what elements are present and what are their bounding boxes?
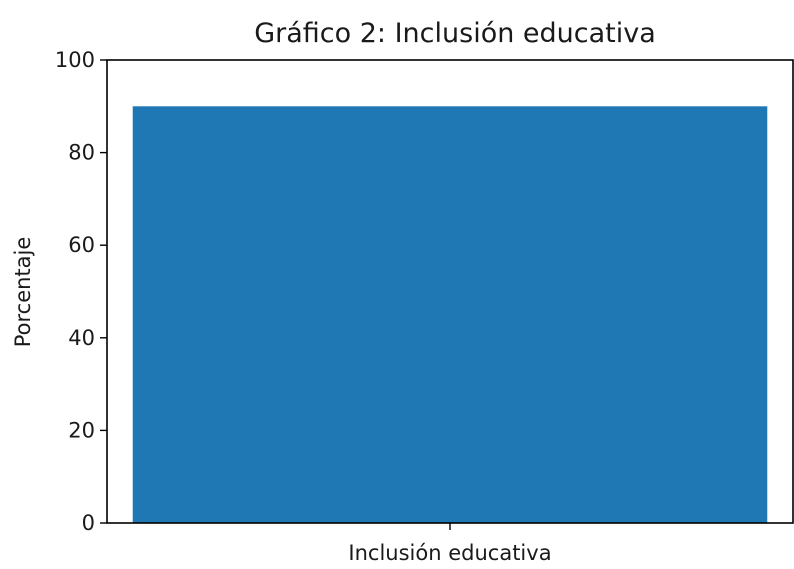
- y-tick-label: 60: [68, 233, 95, 257]
- chart-title: Gráfico 2: Inclusión educativa: [254, 18, 656, 49]
- y-tick-label: 80: [68, 141, 95, 165]
- y-tick-label: 100: [55, 48, 95, 72]
- plot-area: Inclusión educativa 0 20 40 60 80 100: [55, 48, 794, 565]
- y-tick-label: 0: [82, 511, 95, 535]
- plot-frame: [106, 59, 794, 524]
- bar-0: [132, 106, 768, 524]
- y-axis-label: Porcentaje: [11, 237, 35, 348]
- y-tick-label: 20: [68, 418, 95, 442]
- y-tick-label: 40: [68, 326, 95, 350]
- x-tick-label: Inclusión educativa: [348, 541, 551, 565]
